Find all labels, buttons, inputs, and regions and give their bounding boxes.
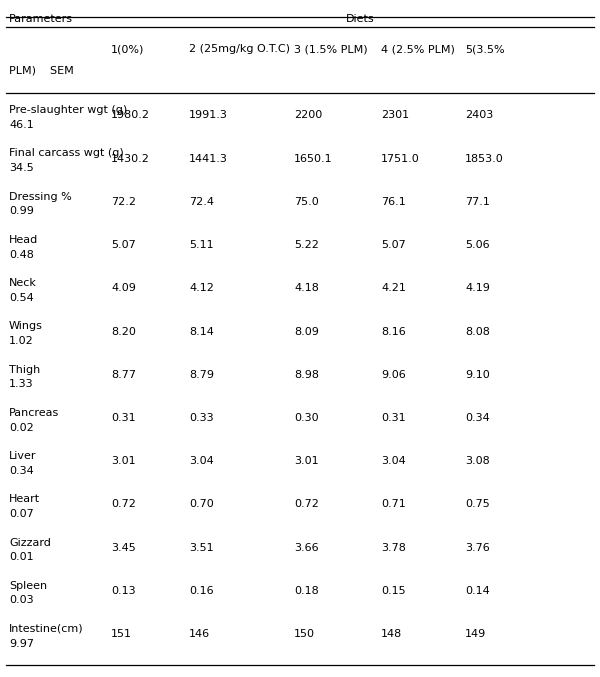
Text: 4.21: 4.21 <box>381 284 406 293</box>
Text: 34.5: 34.5 <box>9 163 34 173</box>
Text: 3.78: 3.78 <box>381 543 406 552</box>
Text: 2301: 2301 <box>381 110 409 121</box>
Text: 5.07: 5.07 <box>111 240 136 250</box>
Text: 8.79: 8.79 <box>189 370 214 380</box>
Text: 151: 151 <box>111 629 132 639</box>
Text: 1.02: 1.02 <box>9 336 34 346</box>
Text: 8.98: 8.98 <box>294 370 319 380</box>
Text: 149: 149 <box>465 629 486 639</box>
Text: 4.09: 4.09 <box>111 284 136 293</box>
Text: 0.54: 0.54 <box>9 293 34 303</box>
Text: 1430.2: 1430.2 <box>111 154 150 164</box>
Text: 77.1: 77.1 <box>465 197 490 207</box>
Text: Liver: Liver <box>9 451 37 461</box>
Text: 3.01: 3.01 <box>294 456 319 466</box>
Text: 5.11: 5.11 <box>189 240 214 250</box>
Text: 0.34: 0.34 <box>9 466 34 476</box>
Text: 2 (25mg/kg O.T.C): 2 (25mg/kg O.T.C) <box>189 44 290 54</box>
Text: 1751.0: 1751.0 <box>381 154 420 164</box>
Text: 0.18: 0.18 <box>294 586 319 596</box>
Text: 9.10: 9.10 <box>465 370 490 380</box>
Text: 2403: 2403 <box>465 110 493 121</box>
Text: 76.1: 76.1 <box>381 197 406 207</box>
Text: 8.09: 8.09 <box>294 326 319 336</box>
Text: Dressing %: Dressing % <box>9 192 72 202</box>
Text: 3.66: 3.66 <box>294 543 319 552</box>
Text: 3 (1.5% PLM): 3 (1.5% PLM) <box>294 44 368 54</box>
Text: 72.2: 72.2 <box>111 197 136 207</box>
Text: 0.07: 0.07 <box>9 509 34 519</box>
Text: 1991.3: 1991.3 <box>189 110 228 121</box>
Text: 75.0: 75.0 <box>294 197 319 207</box>
Text: Pancreas: Pancreas <box>9 408 59 418</box>
Text: 8.14: 8.14 <box>189 326 214 336</box>
Text: 0.14: 0.14 <box>465 586 490 596</box>
Text: 1441.3: 1441.3 <box>189 154 228 164</box>
Text: 1(0%): 1(0%) <box>111 44 145 54</box>
Text: Head: Head <box>9 235 38 245</box>
Text: 9.06: 9.06 <box>381 370 406 380</box>
Text: 0.72: 0.72 <box>111 500 136 510</box>
Text: 148: 148 <box>381 629 402 639</box>
Text: 0.34: 0.34 <box>465 413 490 423</box>
Text: 1650.1: 1650.1 <box>294 154 332 164</box>
Text: 8.08: 8.08 <box>465 326 490 336</box>
Text: 3.08: 3.08 <box>465 456 490 466</box>
Text: 9.97: 9.97 <box>9 638 34 649</box>
Text: 4.12: 4.12 <box>189 284 214 293</box>
Text: Heart: Heart <box>9 494 40 504</box>
Text: 0.48: 0.48 <box>9 250 34 260</box>
Text: 0.31: 0.31 <box>111 413 136 423</box>
Text: 8.16: 8.16 <box>381 326 406 336</box>
Text: Diets: Diets <box>346 14 374 24</box>
Text: Intestine(cm): Intestine(cm) <box>9 624 83 634</box>
Text: 0.33: 0.33 <box>189 413 214 423</box>
Text: 3.45: 3.45 <box>111 543 136 552</box>
Text: 146: 146 <box>189 629 210 639</box>
Text: 5.07: 5.07 <box>381 240 406 250</box>
Text: 150: 150 <box>294 629 315 639</box>
Text: 0.31: 0.31 <box>381 413 406 423</box>
Text: Neck: Neck <box>9 278 37 288</box>
Text: 1853.0: 1853.0 <box>465 154 504 164</box>
Text: 3.04: 3.04 <box>381 456 406 466</box>
Text: 0.30: 0.30 <box>294 413 319 423</box>
Text: 0.01: 0.01 <box>9 552 34 562</box>
Text: 0.71: 0.71 <box>381 500 406 510</box>
Text: Parameters: Parameters <box>9 14 73 24</box>
Text: Pre-slaughter wgt (g): Pre-slaughter wgt (g) <box>9 105 127 115</box>
Text: Wings: Wings <box>9 322 43 331</box>
Text: 5(3.5%: 5(3.5% <box>465 44 505 54</box>
Text: 3.01: 3.01 <box>111 456 136 466</box>
Text: 0.70: 0.70 <box>189 500 214 510</box>
Text: 0.15: 0.15 <box>381 586 406 596</box>
Text: 0.16: 0.16 <box>189 586 214 596</box>
Text: 1980.2: 1980.2 <box>111 110 150 121</box>
Text: 0.03: 0.03 <box>9 596 34 605</box>
Text: 3.76: 3.76 <box>465 543 490 552</box>
Text: 5.06: 5.06 <box>465 240 490 250</box>
Text: Spleen: Spleen <box>9 581 47 591</box>
Text: 4 (2.5% PLM): 4 (2.5% PLM) <box>381 44 455 54</box>
Text: 8.20: 8.20 <box>111 326 136 336</box>
Text: 3.51: 3.51 <box>189 543 214 552</box>
Text: Thigh: Thigh <box>9 365 40 374</box>
Text: 4.18: 4.18 <box>294 284 319 293</box>
Text: Gizzard: Gizzard <box>9 538 51 548</box>
Text: 0.75: 0.75 <box>465 500 490 510</box>
Text: PLM)    SEM: PLM) SEM <box>9 66 74 76</box>
Text: 1.33: 1.33 <box>9 379 34 389</box>
Text: 72.4: 72.4 <box>189 197 214 207</box>
Text: 3.04: 3.04 <box>189 456 214 466</box>
Text: 0.99: 0.99 <box>9 206 34 217</box>
Text: Final carcass wgt (g): Final carcass wgt (g) <box>9 148 124 158</box>
Text: 0.02: 0.02 <box>9 422 34 433</box>
Text: 4.19: 4.19 <box>465 284 490 293</box>
Text: 8.77: 8.77 <box>111 370 136 380</box>
Text: 5.22: 5.22 <box>294 240 319 250</box>
Text: 0.13: 0.13 <box>111 586 136 596</box>
Text: 2200: 2200 <box>294 110 322 121</box>
Text: 46.1: 46.1 <box>9 120 34 130</box>
Text: 0.72: 0.72 <box>294 500 319 510</box>
